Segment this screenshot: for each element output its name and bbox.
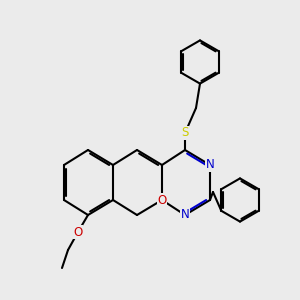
Text: S: S — [181, 127, 189, 140]
Text: N: N — [181, 208, 189, 221]
Text: O: O — [158, 194, 166, 206]
Text: O: O — [74, 226, 82, 238]
Text: N: N — [206, 158, 214, 172]
